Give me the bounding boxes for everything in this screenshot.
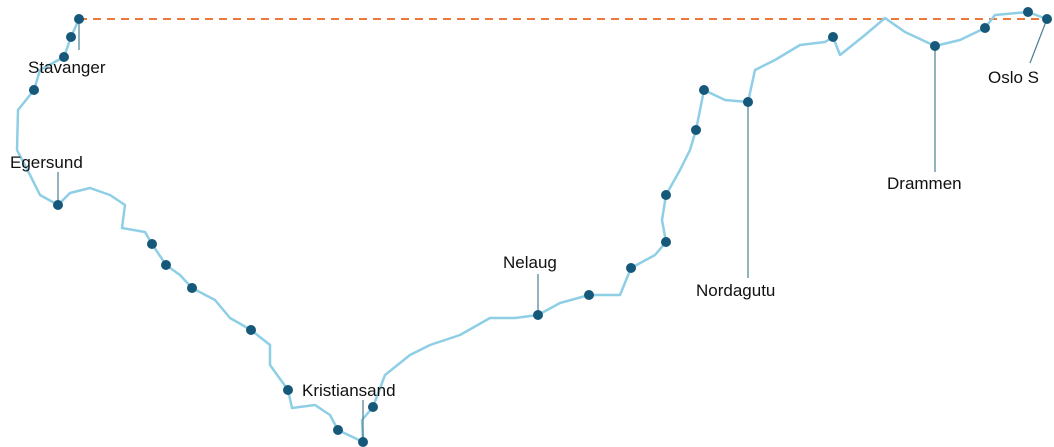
station-dot [930,41,940,51]
station-label: Nelaug [503,253,557,272]
station-label: Egersund [10,153,83,172]
station-label: Stavanger [28,58,106,77]
leaders [57,18,1048,442]
station-dot [699,85,709,95]
station-dot [74,14,84,24]
railway-route [15,10,1048,444]
station-dot [661,237,671,247]
station-dot [1042,14,1052,24]
station-dot [1023,7,1033,17]
station-dot [661,190,671,200]
station-dot [147,239,157,249]
station-dot [626,263,636,273]
station-dot [66,32,76,42]
station-dot [980,23,990,33]
station-dot [691,125,701,135]
station-dot [358,437,368,447]
leader-line [1029,18,1048,64]
station-dot [161,260,171,270]
station-dot [333,425,343,435]
station-dot [828,32,838,42]
station-labels: Stavanger Egersund Kristiansand Nelaug N… [10,58,1039,400]
station-dot [368,402,378,412]
station-dot [533,310,543,320]
station-dot [59,52,69,62]
station-label: Nordagutu [696,281,775,300]
station-dots [29,7,1052,447]
station-label: Kristiansand [302,381,396,400]
station-dot [283,385,293,395]
station-label: Oslo S [988,68,1039,87]
station-dot [29,85,39,95]
station-label: Drammen [887,174,962,193]
station-dot [246,325,256,335]
station-dot [187,283,197,293]
station-dot [584,290,594,300]
station-dot [743,97,753,107]
station-dot [53,200,63,210]
